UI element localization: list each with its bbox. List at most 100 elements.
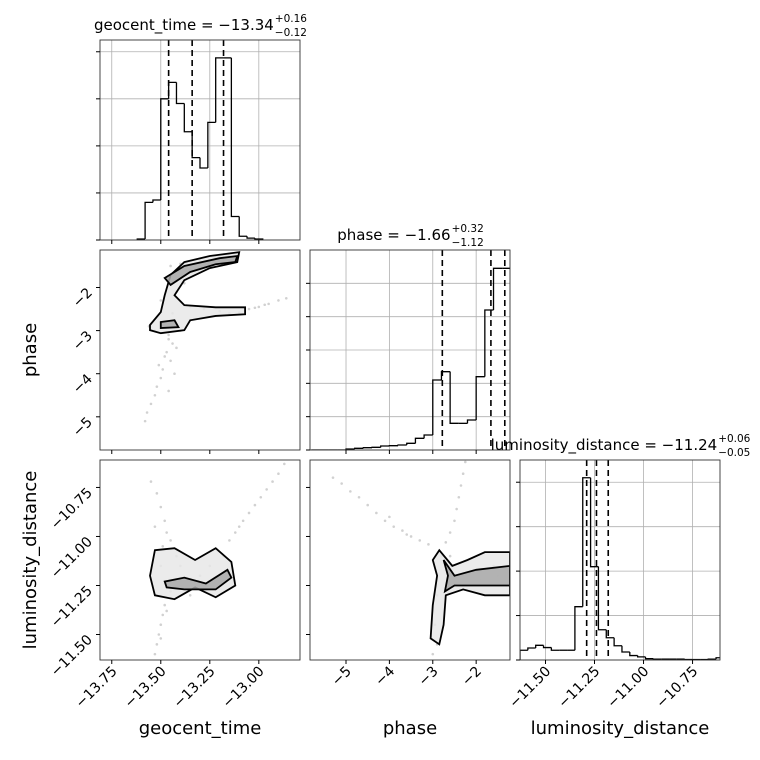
frame	[99, 459, 301, 661]
y-tick-label: −3	[70, 328, 96, 354]
panel: −2 −3 −4 −5 phase	[20, 249, 301, 454]
sample-point	[163, 355, 167, 358]
histogram-step	[423, 434, 433, 439]
sample-point	[455, 507, 458, 511]
histogram-step	[160, 98, 169, 200]
sample-point	[401, 529, 404, 532]
y-axis-label: luminosity_distance	[20, 471, 41, 650]
title-sub: −0.05	[718, 447, 750, 459]
sample-point	[284, 296, 288, 300]
histogram-step	[440, 371, 451, 380]
x-tick-label: −11.25	[555, 664, 603, 712]
sample-point	[453, 519, 456, 523]
x-axis-label: phase	[383, 718, 437, 739]
histogram-step	[535, 644, 544, 648]
sample-point	[149, 402, 153, 406]
sample-point	[169, 264, 172, 268]
x-tick-label: −3	[416, 664, 442, 690]
x-axis-label: geocent_time	[139, 718, 262, 739]
histogram-step	[167, 81, 177, 99]
histogram-step	[589, 477, 599, 568]
sample-point	[263, 303, 267, 307]
x-tick-label: −10.75	[653, 664, 701, 712]
sample-point	[163, 603, 167, 607]
histogram-step	[191, 131, 200, 159]
sample-point	[188, 593, 192, 597]
sample-point	[159, 299, 163, 302]
title-sub: −1.12	[452, 237, 484, 249]
sample-point	[448, 531, 452, 534]
sample-point	[145, 411, 149, 414]
y-tick-label: −11.00	[48, 534, 96, 582]
frame	[99, 39, 301, 241]
x-tick-label: −13.25	[171, 664, 219, 712]
sample-point	[167, 337, 170, 341]
sample-point	[155, 385, 159, 388]
y-tick-label: −11.50	[48, 632, 96, 680]
x-axis-label: luminosity_distance	[531, 718, 710, 739]
sample-point	[159, 623, 163, 627]
title-sup: +0.32	[452, 223, 484, 235]
sample-point	[331, 476, 335, 479]
sample-point	[277, 472, 280, 476]
plot-area	[149, 462, 286, 656]
histogram-step	[238, 216, 248, 237]
frame	[519, 459, 721, 661]
frame	[99, 249, 301, 451]
histogram-step	[254, 238, 264, 240]
x-tick-label: −5	[329, 664, 355, 690]
sample-point	[161, 544, 165, 548]
contour	[429, 548, 510, 646]
sample-point	[340, 482, 343, 485]
sample-point	[277, 299, 280, 302]
histogram-step	[605, 629, 615, 639]
sample-point	[169, 359, 172, 363]
histogram-step	[246, 236, 255, 239]
sample-point	[233, 531, 237, 534]
plot-area	[311, 250, 510, 450]
histogram-step	[207, 121, 216, 168]
sample-point	[464, 460, 467, 464]
plot-area	[136, 40, 264, 240]
sample-point	[157, 363, 161, 367]
histogram-step	[527, 647, 536, 651]
sample-point	[159, 505, 163, 509]
histogram-step	[715, 657, 720, 660]
sample-point	[167, 333, 170, 337]
sample-point	[461, 472, 465, 476]
histogram-step	[199, 157, 208, 169]
sample-point	[169, 539, 172, 542]
histogram-step	[354, 447, 364, 449]
histogram-step	[414, 437, 425, 444]
sample-point	[283, 462, 286, 466]
sample-point	[163, 519, 167, 523]
panel-title: geocent_time = −13.34	[94, 16, 274, 35]
frame	[309, 459, 511, 661]
sample-point	[444, 541, 448, 544]
title-sup: +0.16	[275, 13, 307, 25]
sample-point	[241, 519, 245, 523]
histogram-step	[432, 379, 442, 435]
histogram-step	[466, 419, 477, 424]
sample-point	[247, 307, 251, 311]
panel: −11.50 −11.25 −11.00 −10.75 luminosity_dista…	[506, 459, 721, 739]
contour	[442, 559, 510, 594]
histogram-step	[502, 267, 510, 269]
sample-point	[271, 480, 274, 483]
sample-point	[383, 519, 387, 523]
x-tick-label: −13.50	[122, 664, 170, 712]
y-tick-label: −2	[70, 285, 96, 311]
sample-point	[349, 490, 352, 493]
x-tick-label: −11.50	[506, 664, 554, 712]
histogram-step	[183, 103, 193, 133]
contour	[159, 319, 180, 329]
sample-point	[459, 484, 463, 487]
sample-point	[143, 419, 147, 423]
sample-point	[448, 554, 452, 558]
sample-point	[357, 495, 361, 499]
histogram-step	[475, 376, 485, 420]
panel	[96, 39, 301, 244]
y-tick-label: −10.75	[48, 485, 96, 533]
histogram-step	[449, 371, 459, 424]
